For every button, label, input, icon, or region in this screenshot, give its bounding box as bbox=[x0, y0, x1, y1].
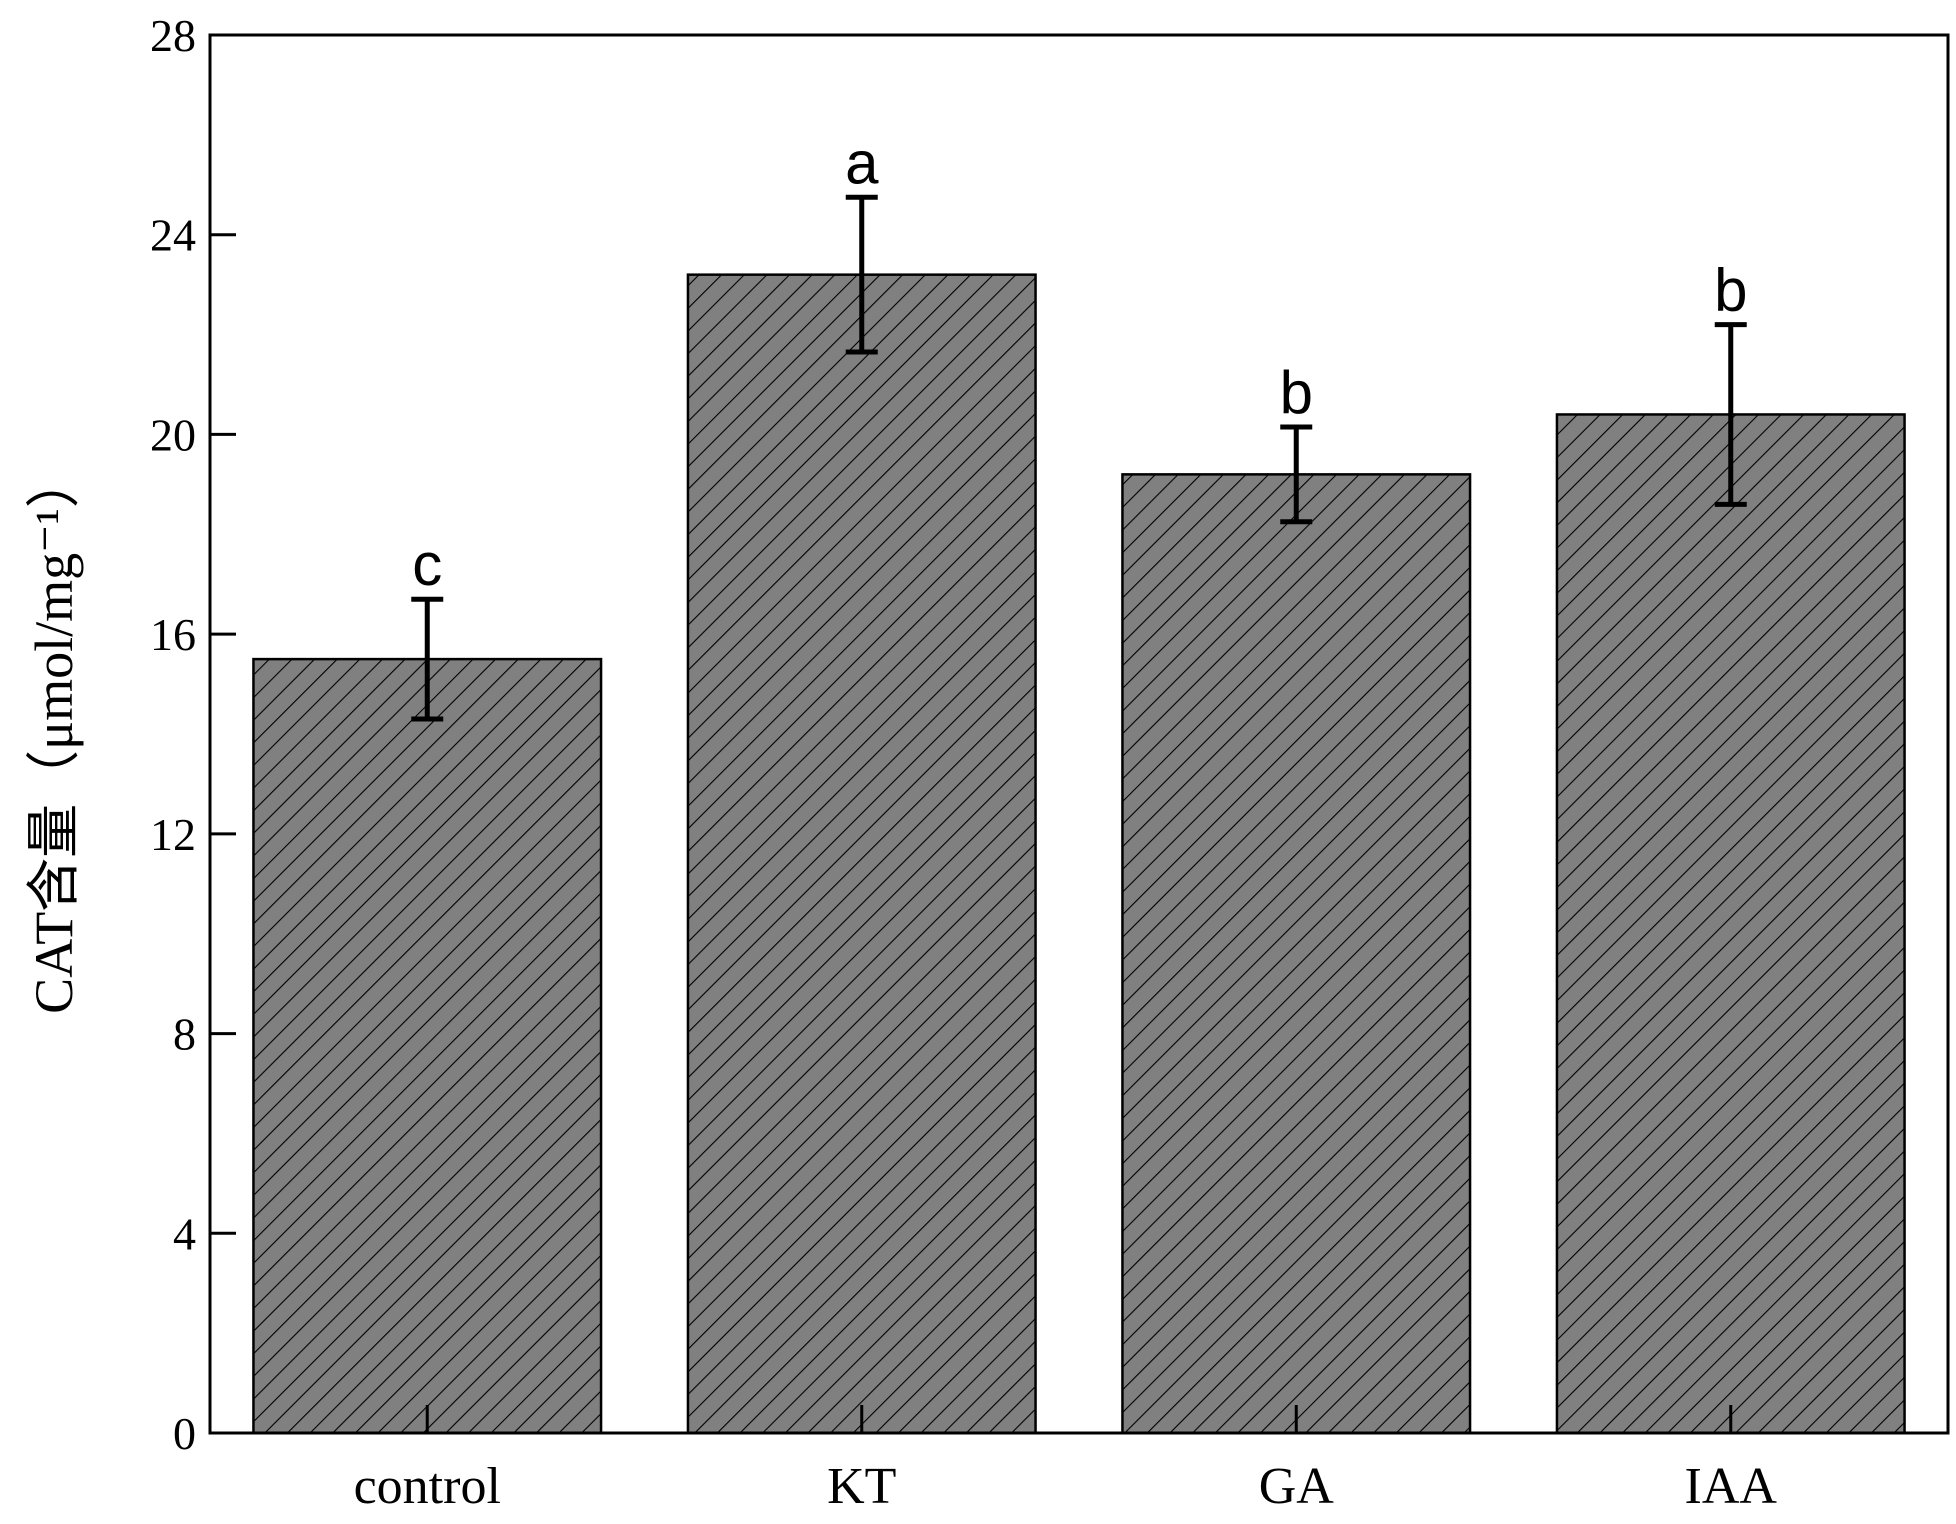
significance-labels-layer: c a b b bbox=[412, 129, 1747, 598]
bars-layer bbox=[252, 273, 1906, 1435]
y-axis-ticks: 0 4 8 12 16 20 24 28 bbox=[150, 10, 1733, 1459]
y-tick-label-0: 0 bbox=[173, 1408, 196, 1459]
bar-control bbox=[252, 657, 603, 1435]
bar-kt bbox=[686, 273, 1037, 1435]
x-axis-categories: control KT GA IAA bbox=[354, 1458, 1778, 1515]
x-tick-label-iaa: IAA bbox=[1685, 1458, 1778, 1515]
x-tick-label-ga: GA bbox=[1259, 1458, 1335, 1515]
significance-label-iaa: b bbox=[1714, 257, 1747, 324]
significance-label-kt: a bbox=[845, 129, 879, 196]
significance-label-control: c bbox=[412, 531, 442, 598]
y-tick-label-16: 16 bbox=[150, 609, 196, 660]
bar-iaa bbox=[1555, 413, 1906, 1435]
y-tick-label-20: 20 bbox=[150, 409, 196, 460]
plot-frame bbox=[208, 33, 1950, 1435]
significance-label-ga: b bbox=[1280, 359, 1313, 426]
y-tick-label-4: 4 bbox=[173, 1208, 196, 1259]
error-bars-layer bbox=[411, 194, 1747, 722]
bar-ga bbox=[1121, 473, 1472, 1435]
y-tick-label-12: 12 bbox=[150, 809, 196, 860]
y-tick-label-28: 28 bbox=[150, 10, 196, 61]
y-axis-title: CAT含量（μmol/mg⁻¹） bbox=[24, 454, 84, 1014]
x-tick-label-control: control bbox=[354, 1458, 501, 1515]
x-tick-label-kt: KT bbox=[827, 1458, 896, 1515]
y-tick-label-8: 8 bbox=[173, 1009, 196, 1060]
y-tick-label-24: 24 bbox=[150, 210, 196, 261]
